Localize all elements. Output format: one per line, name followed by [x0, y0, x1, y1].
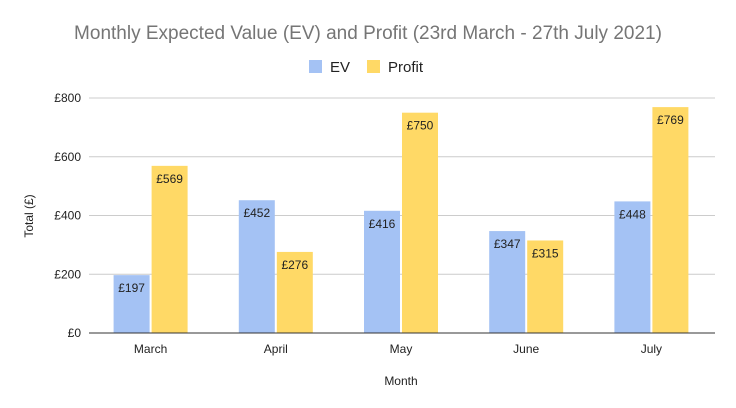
data-label: £347 — [494, 237, 521, 251]
y-tick-label: £400 — [54, 209, 81, 223]
legend-label-profit: Profit — [388, 59, 424, 76]
x-axis-ticks: March April May June July — [134, 342, 662, 356]
legend-swatch-profit — [367, 60, 380, 73]
y-tick-label: £800 — [54, 91, 81, 105]
data-label: £452 — [243, 206, 270, 220]
bar-ev-june — [489, 231, 526, 333]
x-tick-label: March — [134, 342, 167, 356]
bar-profit-june — [527, 240, 564, 333]
legend-label-ev: EV — [330, 59, 350, 76]
data-label: £416 — [369, 217, 396, 231]
bars — [113, 107, 689, 333]
data-labels: £197 £569 £452 £276 £416 £750 £347 £315 £448 £769 — [118, 113, 684, 295]
y-axis-ticks: £0 £200 £400 £600 £800 — [54, 91, 81, 340]
x-tick-label: April — [264, 342, 288, 356]
y-tick-label: £0 — [68, 326, 82, 340]
bar-ev-april — [238, 200, 275, 333]
x-tick-label: June — [513, 342, 539, 356]
chart-title: Monthly Expected Value (EV) and Profit (… — [74, 23, 662, 44]
data-label: £769 — [657, 113, 684, 127]
legend: EV Profit — [309, 59, 424, 76]
x-tick-label: July — [641, 342, 662, 356]
data-label: £750 — [407, 119, 434, 133]
y-tick-label: £200 — [54, 267, 81, 281]
bar-profit-march — [151, 165, 188, 333]
data-label: £448 — [619, 207, 646, 221]
data-label: £315 — [532, 246, 559, 260]
data-label: £276 — [281, 258, 308, 272]
legend-swatch-ev — [309, 60, 322, 73]
y-axis-label: Total (£) — [22, 194, 36, 237]
bar-ev-march — [113, 275, 150, 333]
data-label: £197 — [118, 281, 145, 295]
bar-ev-july — [614, 201, 651, 333]
x-tick-label: May — [390, 342, 413, 356]
bar-profit-july — [652, 107, 689, 333]
y-tick-label: £600 — [54, 150, 81, 164]
x-axis-label: Month — [384, 374, 417, 388]
bar-ev-may — [364, 210, 400, 333]
data-label: £569 — [156, 172, 183, 186]
bar-profit-may — [402, 112, 438, 333]
bar-profit-april — [276, 251, 313, 333]
